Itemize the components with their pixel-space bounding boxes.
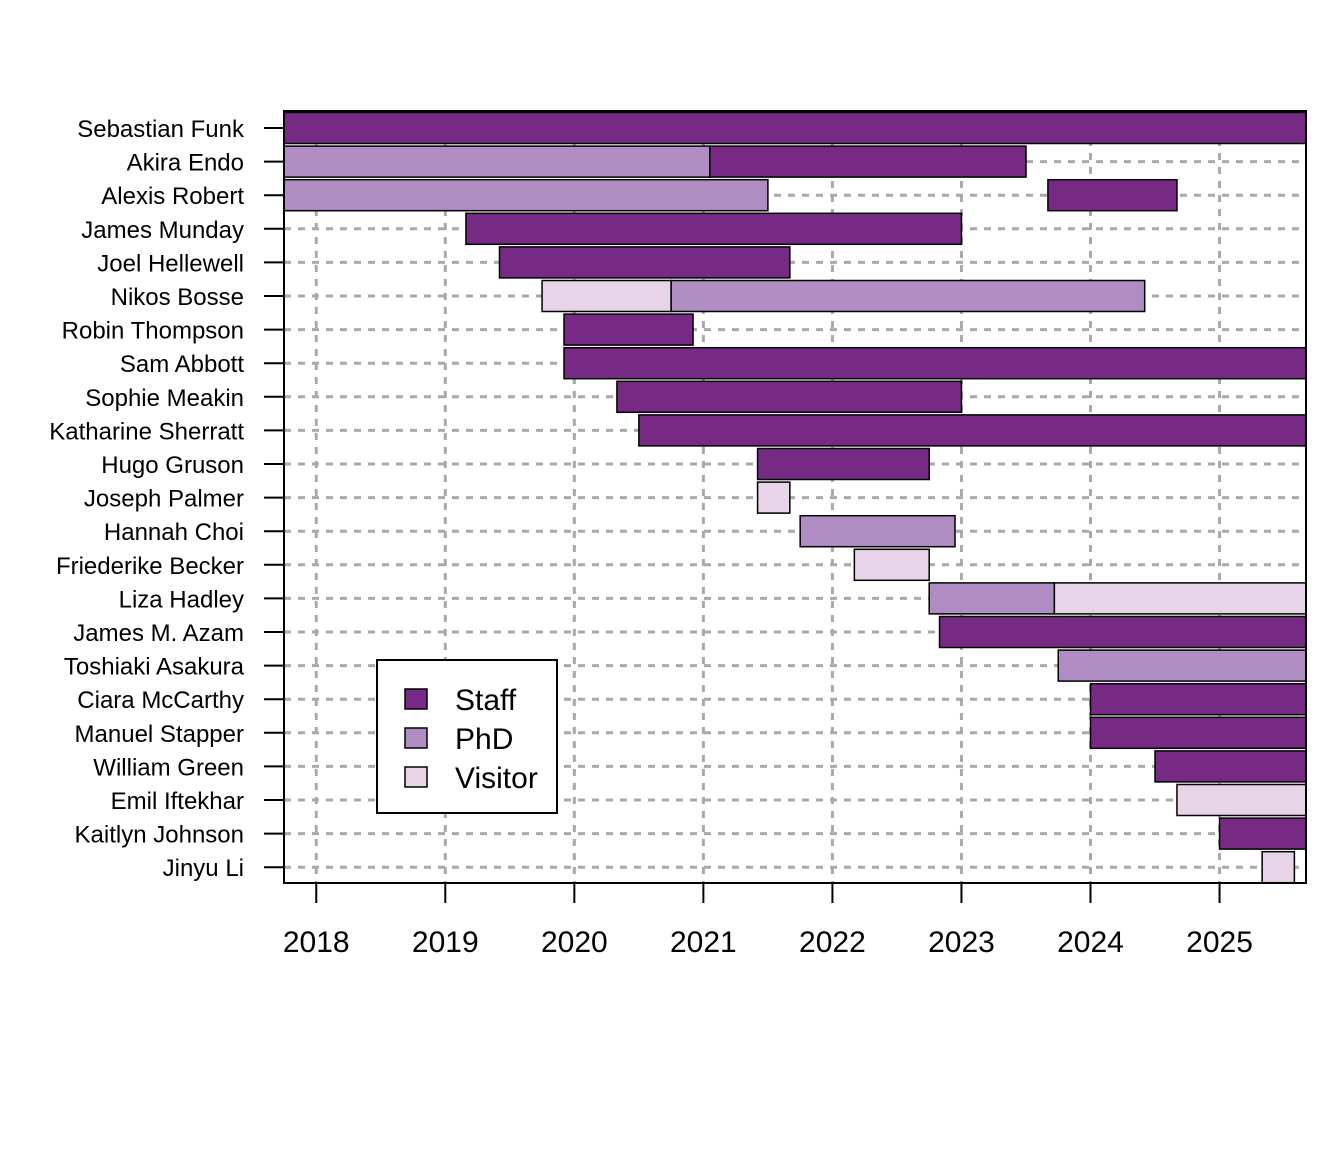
y-tick-label: Sam Abbott xyxy=(120,351,244,378)
bar-staff xyxy=(1047,178,1178,212)
legend: Staff PhD Visitor xyxy=(376,659,558,814)
bar-staff xyxy=(563,313,694,346)
y-tick-label: Friederike Becker xyxy=(56,553,244,580)
x-tick-label: 2022 xyxy=(799,926,866,959)
bar-phd xyxy=(1057,649,1307,682)
y-tick-label: Hugo Gruson xyxy=(101,452,244,479)
bar-visitor xyxy=(1176,783,1307,817)
bar-staff xyxy=(638,414,1307,447)
y-tick-label: Liza Hadley xyxy=(119,586,244,613)
bar-phd xyxy=(928,582,1056,615)
x-tick-label: 2025 xyxy=(1186,926,1253,959)
bar-staff xyxy=(498,246,791,279)
y-tick-label: Ciara McCarthy xyxy=(77,687,244,714)
x-tick-label: 2019 xyxy=(412,926,479,959)
legend-label-staff: Staff xyxy=(455,684,517,717)
bar-visitor xyxy=(853,548,930,582)
bar-staff xyxy=(563,346,1307,380)
bar-phd xyxy=(670,279,1146,313)
bar-staff xyxy=(1218,817,1307,850)
bar-staff xyxy=(283,111,1307,145)
y-tick-label: Joel Hellewell xyxy=(97,250,244,277)
x-tick-label: 2023 xyxy=(928,926,995,959)
legend-label-visitor: Visitor xyxy=(455,762,538,795)
x-tick-label: 2020 xyxy=(541,926,608,959)
x-axis: 2018 2019 2020 2021 2022 2023 2024 2025 xyxy=(283,882,1253,959)
y-tick-label: Akira Endo xyxy=(127,150,244,177)
y-tick-label: Robin Thompson xyxy=(62,318,244,345)
legend-label-phd: PhD xyxy=(455,723,513,756)
y-tick-label: Katharine Sherratt xyxy=(49,418,244,445)
bar-visitor xyxy=(1261,850,1296,884)
bar-staff xyxy=(1154,750,1307,783)
bar-staff xyxy=(465,212,963,246)
x-tick-label: 2024 xyxy=(1057,926,1124,959)
bar-staff xyxy=(938,615,1307,649)
y-tick-label: Alexis Robert xyxy=(101,183,244,210)
bar-phd xyxy=(283,145,711,178)
bar-phd xyxy=(799,514,956,548)
legend-swatch-visitor xyxy=(404,766,428,788)
bar-visitor xyxy=(1053,582,1307,615)
bar-staff xyxy=(1089,716,1307,750)
bar-visitor xyxy=(756,481,791,514)
y-tick-label: Kaitlyn Johnson xyxy=(75,822,244,849)
y-tick-label: Toshiaki Asakura xyxy=(64,654,245,681)
y-tick-label: William Green xyxy=(93,754,244,781)
x-tick-label: 2018 xyxy=(283,926,350,959)
y-tick-label: Jinyu Li xyxy=(163,855,244,882)
y-tick-label: Sophie Meakin xyxy=(85,385,244,412)
bars xyxy=(283,111,1307,884)
bar-staff xyxy=(709,145,1027,178)
bar-visitor xyxy=(541,279,672,313)
y-tick-label: Manuel Stapper xyxy=(75,721,244,748)
y-tick-label: James M. Azam xyxy=(73,620,244,647)
y-tick-label: Hannah Choi xyxy=(104,519,244,546)
y-axis: Sebastian Funk Akira Endo Alexis Robert Jam… xyxy=(49,116,284,882)
bar-staff xyxy=(1089,682,1307,716)
legend-swatch-staff xyxy=(404,688,428,710)
bar-staff xyxy=(756,447,930,481)
y-tick-label: Emil Iftekhar xyxy=(111,788,244,815)
x-tick-label: 2021 xyxy=(670,926,737,959)
bar-staff xyxy=(616,380,963,414)
y-tick-label: Sebastian Funk xyxy=(77,116,245,143)
y-tick-label: James Munday xyxy=(81,217,244,244)
bar-phd xyxy=(283,178,769,212)
y-tick-label: Joseph Palmer xyxy=(84,486,244,513)
y-tick-label: Nikos Bosse xyxy=(111,284,244,311)
legend-swatch-phd xyxy=(404,727,428,749)
